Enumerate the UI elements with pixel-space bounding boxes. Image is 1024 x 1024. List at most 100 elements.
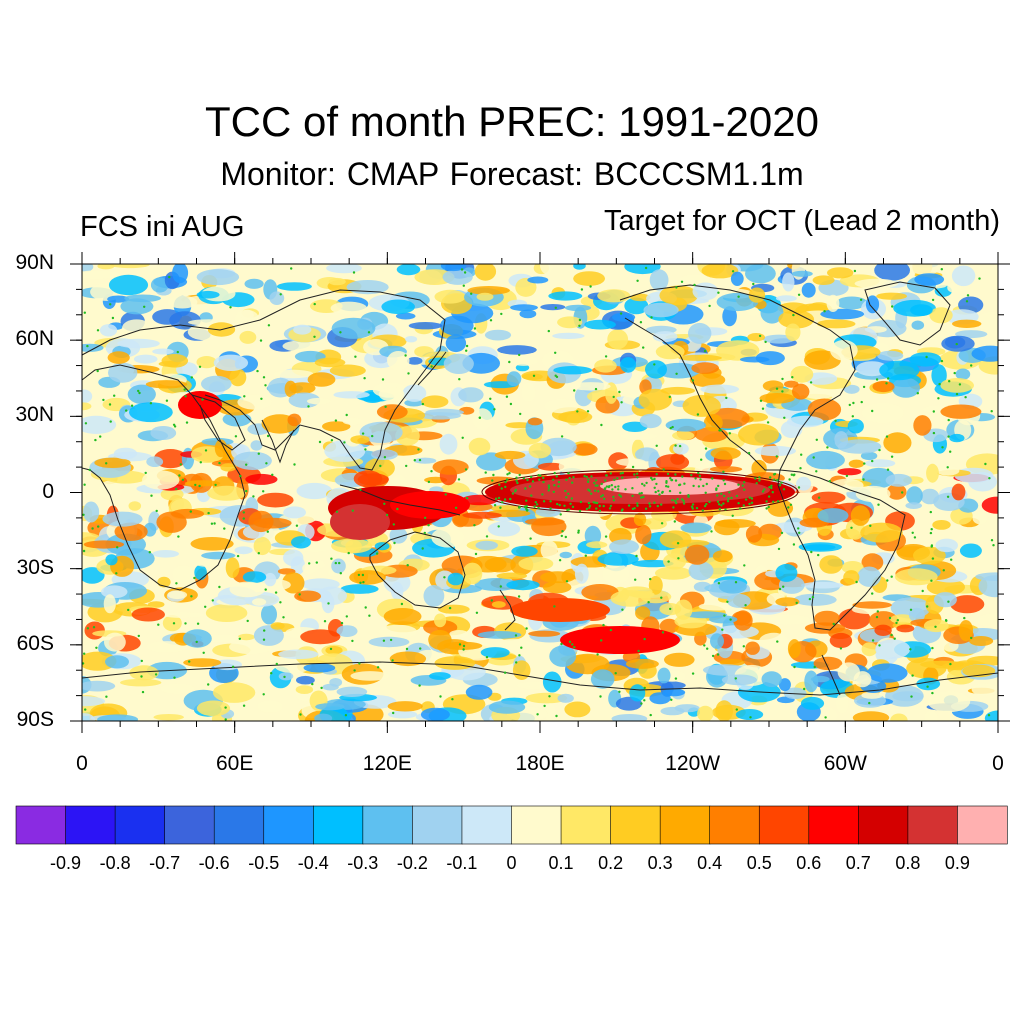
correlation-patch (759, 393, 795, 404)
significance-dot (890, 575, 893, 578)
significance-dot (851, 415, 854, 418)
correlation-patch (439, 433, 458, 455)
significance-dot (177, 535, 180, 538)
colorbar-label: -0.1 (446, 853, 478, 873)
significance-dot (605, 474, 608, 477)
correlation-patch (885, 473, 912, 487)
significance-dot (721, 628, 724, 631)
correlation-patch (951, 483, 966, 501)
significance-dot (604, 355, 608, 358)
significance-dot (201, 398, 204, 401)
colorbar-label: 0.9 (944, 853, 970, 873)
significance-dot (723, 614, 726, 617)
correlation-patch (691, 362, 719, 374)
correlation-patch (509, 355, 538, 366)
longitude-label: 60E (215, 752, 254, 775)
significance-dot (743, 481, 746, 484)
significance-dot (475, 611, 479, 614)
significance-dot (703, 349, 707, 353)
significance-dot (722, 479, 725, 482)
significance-dot (393, 541, 396, 545)
significance-dot (649, 577, 652, 581)
significance-dot (236, 554, 240, 558)
correlation-patch (201, 551, 236, 560)
significance-dot (990, 539, 994, 542)
significance-dot (604, 535, 608, 538)
correlation-patch (748, 287, 766, 303)
significance-dot (754, 477, 757, 480)
correlation-patch (172, 264, 189, 284)
significance-dot (722, 502, 725, 505)
correlation-patch (950, 595, 985, 614)
significance-dot (578, 509, 582, 513)
significance-dot (115, 572, 118, 575)
significance-dot (363, 377, 366, 380)
significance-dot (775, 455, 778, 458)
significance-dot (715, 487, 718, 490)
significance-dot (577, 529, 580, 532)
significance-dot (782, 488, 786, 491)
significance-dot (353, 669, 356, 672)
correlation-patch (861, 691, 883, 699)
significance-dot (910, 695, 913, 698)
correlation-patch (785, 323, 801, 342)
significance-dot (190, 595, 193, 598)
correlation-patch (146, 456, 164, 468)
significance-dot (262, 638, 266, 641)
correlation-patch (378, 387, 405, 402)
significance-dot (747, 451, 751, 455)
correlation-patch (812, 275, 835, 286)
correlation-patch (162, 615, 182, 632)
correlation-patch (864, 459, 896, 468)
high-correlation-region (560, 626, 680, 654)
significance-dot (82, 549, 86, 553)
significance-dot (704, 491, 707, 494)
correlation-patch (510, 304, 538, 311)
significance-dot (231, 665, 235, 668)
colorbar-label: -0.8 (99, 853, 131, 873)
significance-dot (279, 293, 282, 296)
correlation-patch (474, 264, 497, 281)
colorbar-swatch (213, 805, 265, 845)
significance-dot (739, 507, 742, 510)
correlation-patch (540, 264, 554, 274)
significance-dot (252, 495, 255, 498)
significance-dot (808, 597, 812, 601)
significance-dot (520, 646, 523, 649)
significance-dot (950, 558, 953, 561)
correlation-patch (848, 459, 865, 468)
significance-dot (749, 716, 752, 719)
significance-dot (179, 463, 182, 466)
significance-dot (878, 448, 881, 452)
correlation-patch (387, 701, 423, 712)
significance-dot (204, 449, 208, 452)
significance-dot (834, 419, 837, 422)
correlation-patch (660, 386, 696, 395)
significance-dot (776, 500, 780, 503)
significance-dot (790, 473, 793, 476)
significance-dot (871, 639, 875, 642)
significance-dot (890, 633, 893, 637)
significance-dot (491, 479, 494, 482)
significance-dot (694, 477, 697, 480)
correlation-patch (127, 384, 156, 404)
significance-dot (108, 403, 112, 406)
significance-dot (358, 662, 361, 665)
correlation-patch (153, 714, 184, 721)
correlation-patch (835, 693, 849, 714)
significance-dot (109, 420, 112, 423)
significance-dot (509, 402, 513, 406)
significance-dot (184, 622, 187, 625)
correlation-patch (819, 555, 843, 574)
significance-dot (671, 498, 674, 502)
significance-dot (619, 472, 622, 475)
correlation-patch (253, 625, 284, 646)
significance-dot (569, 502, 572, 505)
significance-dot (178, 474, 181, 477)
longitude-label: 0 (76, 752, 88, 775)
significance-dot (485, 656, 489, 659)
significance-dot (682, 499, 685, 503)
correlation-patch (715, 700, 733, 721)
antarctic-peninsula-coastline (821, 654, 841, 696)
significance-dot (242, 704, 246, 707)
